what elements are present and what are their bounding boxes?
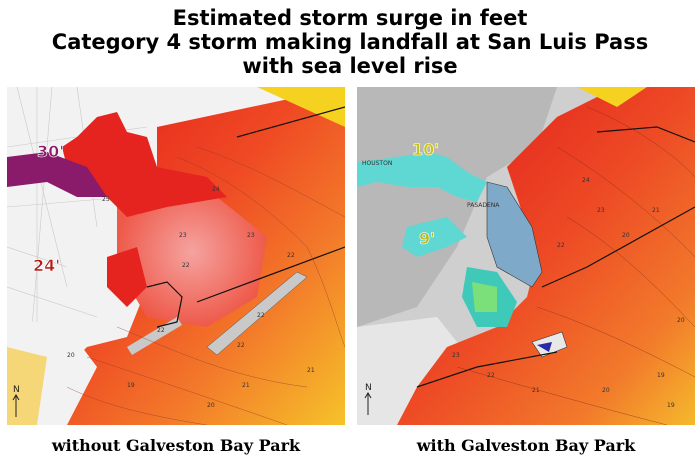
place-label-houston: HOUSTON bbox=[362, 160, 392, 167]
contour-label: 20 bbox=[677, 317, 685, 324]
contour-label: 20 bbox=[622, 232, 630, 239]
contour-label: 19 bbox=[667, 402, 675, 409]
contour-label: 21 bbox=[532, 387, 540, 394]
north-arrow-icon: N bbox=[12, 385, 20, 417]
map-with-park: 24 23 22 21 20 20 23 22 21 20 19 19 PASA… bbox=[357, 87, 695, 425]
contour-label: 23 bbox=[452, 352, 460, 359]
north-arrow-icon: N bbox=[364, 383, 372, 415]
contour-label: 21 bbox=[307, 367, 315, 374]
contour-label: 22 bbox=[182, 262, 190, 269]
contour-label: 22 bbox=[287, 252, 295, 259]
surge-map-left: 24 23 22 22 22 22 21 21 20 20 19 23 22 2… bbox=[7, 87, 345, 425]
caption-without-park: without Galveston Bay Park bbox=[51, 436, 301, 455]
contour-label: 20 bbox=[207, 402, 215, 409]
surge-callout-30: 30' bbox=[37, 142, 64, 161]
contour-label: 24 bbox=[582, 177, 590, 184]
north-label: N bbox=[13, 385, 20, 395]
contour-label: 20 bbox=[602, 387, 610, 394]
surge-callout-10: 10' bbox=[412, 140, 439, 159]
contour-label: 22 bbox=[257, 312, 265, 319]
surge-callout-24: 24' bbox=[33, 256, 60, 275]
contour-label: 23 bbox=[597, 207, 605, 214]
title-line-2: Category 4 storm making landfall at San … bbox=[51, 30, 649, 54]
place-label-pasadena: PASADENA bbox=[467, 202, 500, 209]
contour-label: 22 bbox=[157, 327, 165, 334]
north-label: N bbox=[365, 383, 372, 393]
title-line-1: Estimated storm surge in feet bbox=[172, 6, 528, 30]
contour-label: 23 bbox=[247, 232, 255, 239]
contour-label: 20 bbox=[67, 352, 75, 359]
map-without-park: 24 23 22 22 22 22 21 21 20 20 19 23 22 2… bbox=[7, 87, 345, 425]
caption-with-park: with Galveston Bay Park bbox=[416, 436, 636, 455]
contour-label: 22 bbox=[487, 372, 495, 379]
contour-label: 21 bbox=[652, 207, 660, 214]
contour-label: 19 bbox=[657, 372, 665, 379]
surge-callout-9: 9' bbox=[419, 229, 435, 248]
contour-label: 22 bbox=[557, 242, 565, 249]
contour-label: 19 bbox=[127, 382, 135, 389]
contour-label: 21 bbox=[242, 382, 250, 389]
contour-label: 24 bbox=[212, 186, 220, 193]
contour-label: 25 bbox=[102, 196, 110, 203]
contour-label: 23 bbox=[179, 232, 187, 239]
title-line-3: with sea level rise bbox=[242, 54, 458, 78]
surge-map-right: 24 23 22 21 20 20 23 22 21 20 19 19 PASA… bbox=[357, 87, 695, 425]
contour-label: 22 bbox=[237, 342, 245, 349]
